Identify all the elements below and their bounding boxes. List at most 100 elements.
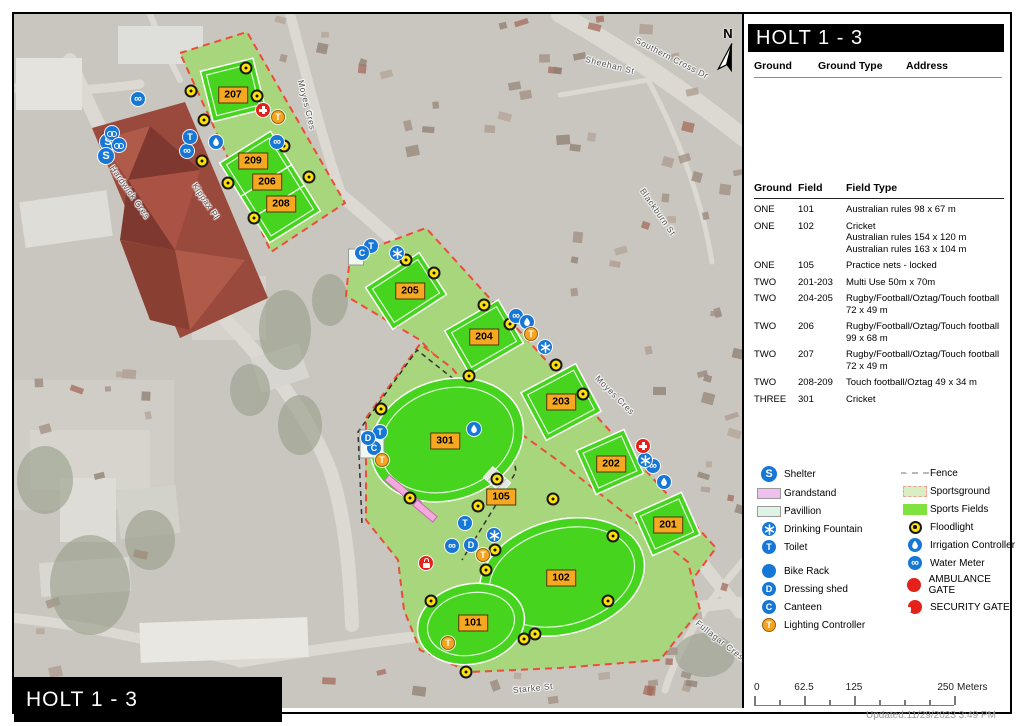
ground-table: Ground Ground Type Address [754,60,1002,78]
cell: 101 [798,204,814,215]
info-panel: HOLT 1 - 3 Ground Ground Type Address Grou… [744,14,1015,712]
floodlight-icon [221,176,235,190]
cell: THREE [754,393,787,405]
legend-icon-cell: ∞ [900,556,930,570]
field-label-201: 201 [653,516,683,534]
legend-icon-cell [900,538,930,552]
legend-item: Grandstand [754,486,896,500]
dressing-shed-icon: D [762,582,776,596]
scale-tick [854,696,856,705]
legend-icon-cell: S [754,466,784,482]
field-row-102: ONE 102 Cricket Australian rules 154 x 120… [754,221,1004,256]
legend-label: Fence [930,467,958,479]
street-label: Sheehan St [584,54,636,76]
field-row-105: ONE 105 Practice nets - locked [754,260,1004,272]
legend-label: Sportsground [930,485,991,497]
lighting-controller-icon: T [271,110,285,124]
pavillion-swatch [757,505,781,517]
cell: TWO [754,349,777,360]
floodlight-icon [239,61,253,75]
floodlight-icon [302,170,316,184]
scale-bar: 0 62.5 125 250 Meters [754,682,988,716]
irrigation-controller-icon [908,538,922,552]
field-table-col: Field Type [846,182,898,194]
scale-tick [904,700,906,705]
floodlight-icon [601,594,615,608]
field-label-204: 204 [469,328,499,346]
scale-bar-numbers: 0 62.5 125 250 Meters [754,682,988,695]
field-table-header: Ground Field Field Type [754,182,1004,199]
water-meter-icon: ∞ [131,92,145,106]
street-label: Fullagar Cres [693,617,744,663]
legend-item: SECURITY GATE [900,600,1016,614]
floodlight-icon [546,492,560,506]
street-label: Kippax Pl [190,181,222,221]
toilet-icon: T [183,130,197,144]
drinking-fountain-icon [762,522,776,536]
legend-item: Irrigation Controller [900,538,1016,552]
lighting-controller-icon: T [762,618,776,632]
field-label-209: 209 [238,152,268,170]
grandstand-shape [412,499,438,523]
legend-icon-cell [900,520,930,534]
legend-label: Bike Rack [784,565,830,577]
legend-item: D Dressing shed [754,582,896,596]
scale-unit: Meters [957,682,988,693]
field-label-202: 202 [596,455,626,473]
shelter-icon: S [761,466,777,482]
ambulance-gate-icon [907,578,922,592]
cell: 204-205 [798,293,833,304]
cell: Australian rules 98 x 67 m [846,204,956,215]
legend-label: AMBULANCE GATE [928,574,991,596]
scale-number: 125 [845,682,863,693]
sportsground-swatch [903,485,927,497]
lighting-controller-icon: T [375,453,389,467]
legend-label: SECURITY GATE [930,601,1010,613]
legend-item: Pavillion [754,504,896,518]
cell: Multi Use 50m x 70m [846,276,936,288]
floodlight-icon [247,211,261,225]
legend-icon-cell [754,505,784,517]
legend-icon-cell: C [754,600,784,614]
floodlight-icon [606,529,620,543]
scale-number: 0 [754,682,760,693]
lighting-controller-icon: T [441,636,455,650]
street-label: Moyes Cres [295,78,319,132]
floodlight-icon [459,665,473,679]
field-row-207: TWO 207 Rugby/Football/Oztag/Touch footbal… [754,349,1004,372]
water-meter-icon: ∞ [180,144,194,158]
field-label-207: 207 [218,86,248,104]
north-arrow-icon [716,43,733,73]
north-arrow: N [708,26,742,84]
floodlight-icon [195,154,209,168]
legend-left-column: S Shelter Grandstand Pavillion Drinking Foun… [754,462,896,632]
legend-item: Drinking Fountain [754,522,896,536]
legend-icon-cell: T [754,618,784,632]
grandstand-swatch [757,487,781,499]
street-label: Hardwick Cres [107,163,153,221]
cell: ONE [754,260,775,271]
panel-title: HOLT 1 - 3 [756,26,864,49]
street-label: Moyes Cres [593,373,637,417]
legend-icon-cell [754,487,784,499]
field-row-101: ONE 101 Australian rules 98 x 67 m [754,204,1004,216]
drinking-fountain-icon [538,340,552,354]
legend-icon-cell: T [754,540,784,554]
cell: TWO [754,321,777,332]
legend-label: Grandstand [784,487,837,499]
irrigation-controller-icon [657,475,671,489]
cell: Practice nets - locked [846,260,937,271]
map-title: HOLT 1 - 3 [26,687,138,711]
field-label-102: 102 [546,569,576,587]
floodlight-icon [477,298,491,312]
cell: ONE [754,220,775,232]
legend-icon-cell [900,578,929,592]
floodlight-icon [403,491,417,505]
field-label-203: 203 [546,393,576,411]
drinking-fountain-icon [487,528,501,542]
field-table-rows: ONE 101 Australian rules 98 x 67 m ONE 102 Cr… [754,204,1004,405]
field-label-301: 301 [430,432,460,450]
residential-houses [34,15,742,705]
bike-rack-icon [112,138,126,152]
